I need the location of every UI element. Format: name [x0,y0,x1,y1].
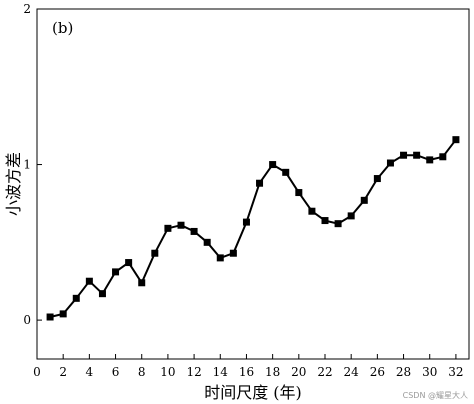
data-point-marker [190,227,198,235]
data-point-marker [203,238,211,246]
series-line [49,139,457,318]
x-tick-label: 10 [160,365,175,379]
data-point-marker [125,259,133,267]
data-point-marker [72,294,80,302]
data-point-marker [373,175,381,183]
data-point-marker [177,221,185,229]
y-tick-label: 1 [23,158,31,172]
x-axis-title: 时间尺度 (年) [204,383,302,402]
data-point-marker [386,159,394,167]
data-point-marker [216,254,224,262]
y-axis-title: 小波方差 [4,152,23,216]
y-axis-ticks: 0 1 2 [23,2,42,327]
watermark-text: CSDN @耀星大人 [402,391,468,400]
data-point-marker [164,224,172,232]
data-point-marker [242,218,250,226]
data-point-marker [334,220,342,228]
x-tick-label: 6 [112,365,120,379]
x-tick-label: 24 [344,365,360,379]
x-tick-label: 28 [396,365,411,379]
y-tick-label: 2 [23,2,31,16]
plot-frame [36,8,470,360]
data-point-marker [256,179,264,187]
data-point-marker [347,212,355,220]
x-tick-label: 22 [317,365,332,379]
data-point-marker [295,189,303,197]
data-point-marker [98,290,106,298]
x-tick-label: 4 [86,365,94,379]
data-point-marker [46,313,54,321]
data-point-marker [138,279,146,287]
x-tick-label: 2 [59,365,67,379]
x-tick-label: 32 [448,365,463,379]
x-tick-label: 16 [239,365,254,379]
data-point-marker [85,277,93,285]
x-tick-label: 20 [291,365,306,379]
data-point-marker [229,249,237,257]
x-tick-label: 30 [422,365,437,379]
y-tick-label: 0 [23,313,31,327]
data-point-marker [426,156,434,164]
x-tick-label: 0 [33,365,41,379]
data-point-marker [59,310,67,318]
x-axis-ticks: 0 2 4 6 8 10 12 14 16 18 20 22 24 26 28 30 32 [33,354,464,379]
data-point-marker [439,153,447,161]
data-point-marker [400,151,408,159]
panel-label: (b) [52,19,73,37]
data-point-marker [360,196,368,204]
x-tick-label: 8 [138,365,146,379]
data-point-marker [282,168,290,176]
data-point-marker [321,217,329,225]
x-tick-label: 12 [186,365,201,379]
x-tick-label: 14 [213,365,229,379]
x-tick-label: 26 [370,365,385,379]
data-point-marker [269,161,277,169]
data-point-marker [308,207,316,215]
data-point-marker [413,151,421,159]
data-point-marker [452,136,460,144]
data-point-marker [112,268,120,276]
data-point-marker [151,249,159,257]
x-tick-label: 18 [265,365,280,379]
series-layer [46,136,460,321]
